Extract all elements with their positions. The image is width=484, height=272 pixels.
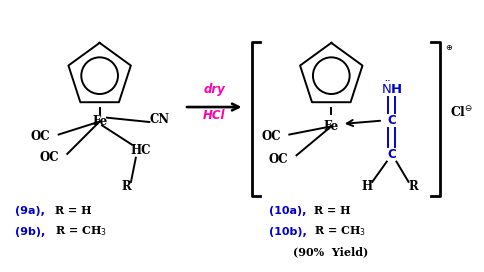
Text: $\ddot{\mathrm{N}}$H: $\ddot{\mathrm{N}}$H — [381, 81, 403, 97]
Text: Fe: Fe — [92, 115, 107, 128]
Text: H: H — [362, 180, 373, 193]
Text: R: R — [121, 180, 131, 193]
Text: R: R — [408, 180, 418, 193]
Text: R = CH$_3$: R = CH$_3$ — [55, 225, 107, 239]
Text: OC: OC — [269, 153, 288, 166]
Text: R = H: R = H — [55, 205, 91, 216]
Text: (9b),: (9b), — [15, 227, 45, 237]
Text: HC: HC — [130, 144, 151, 157]
Text: OC: OC — [261, 131, 281, 143]
Text: HCl: HCl — [203, 109, 226, 122]
Text: OC: OC — [30, 131, 50, 143]
Text: Fe: Fe — [324, 120, 339, 133]
Text: R = CH$_3$: R = CH$_3$ — [315, 225, 366, 239]
Text: (90%  Yield): (90% Yield) — [293, 246, 368, 257]
Text: R = H: R = H — [315, 205, 351, 216]
Text: (10b),: (10b), — [269, 227, 306, 237]
Text: C: C — [387, 114, 396, 127]
Text: Cl$^{\ominus}$: Cl$^{\ominus}$ — [451, 104, 474, 119]
Text: $^{\oplus}$: $^{\oplus}$ — [445, 44, 453, 57]
Text: C: C — [387, 148, 396, 161]
Text: CN: CN — [150, 113, 170, 126]
Text: (10a),: (10a), — [269, 206, 306, 216]
Text: dry: dry — [203, 84, 225, 97]
Text: (9a),: (9a), — [15, 206, 45, 216]
Text: OC: OC — [39, 151, 59, 164]
